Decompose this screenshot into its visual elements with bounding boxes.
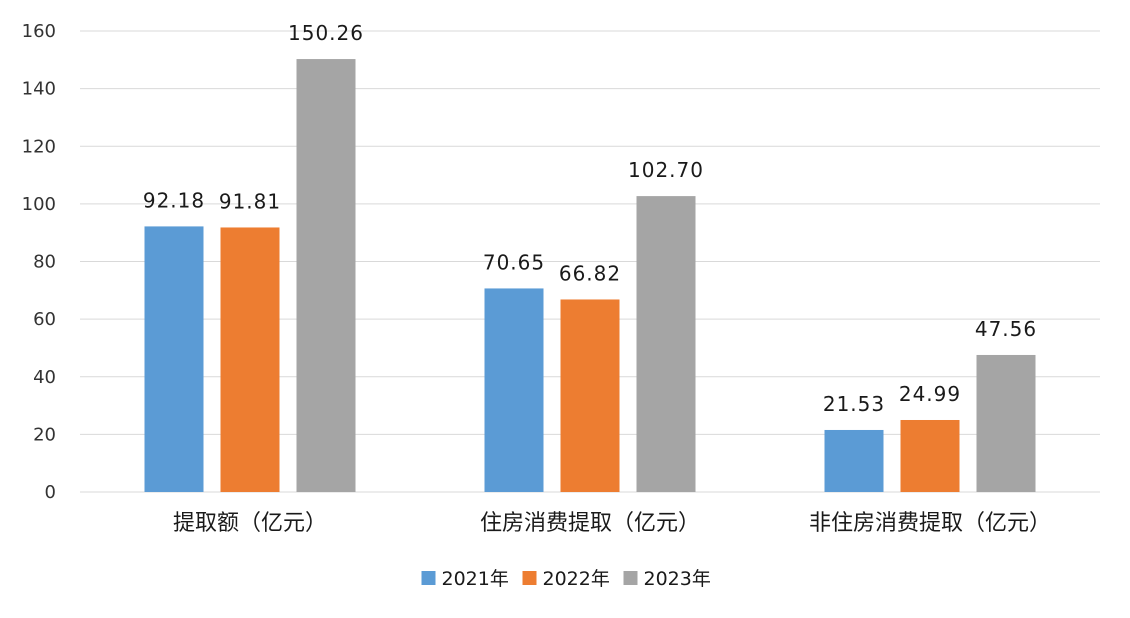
bar (636, 196, 696, 492)
bar (144, 226, 204, 492)
legend-label: 2021年 (442, 568, 509, 590)
legend-swatch (522, 571, 537, 585)
data-label: 21.53 (823, 392, 885, 416)
y-tick-label: 120 (22, 136, 56, 157)
data-labels: 92.18 91.81 150.26 70.65 66.82 102.70 21.53 24.… (143, 21, 1037, 416)
data-label: 92.18 (143, 188, 205, 212)
data-label: 91.81 (219, 189, 281, 213)
category-label: 非住房消费提取（亿元） (809, 511, 1051, 536)
data-label: 24.99 (899, 382, 961, 406)
data-label: 150.26 (288, 21, 364, 45)
legend-swatch (421, 571, 436, 585)
bar (560, 299, 620, 492)
y-tick-label: 20 (33, 424, 56, 445)
bar (220, 227, 280, 492)
bar (976, 354, 1036, 492)
data-label: 47.56 (975, 317, 1037, 341)
legend-swatch (623, 571, 638, 585)
bars (144, 59, 1036, 492)
bar (484, 288, 544, 492)
bar (900, 419, 960, 492)
bar (824, 429, 884, 492)
legend: 2021年 2022年 2023年 (421, 568, 711, 590)
y-tick-label: 140 (22, 79, 56, 100)
category-label: 住房消费提取（亿元） (480, 511, 700, 536)
data-label: 102.70 (628, 158, 704, 182)
category-label: 提取额（亿元） (173, 511, 327, 536)
data-label: 70.65 (483, 250, 545, 274)
y-tick-label: 80 (33, 252, 56, 273)
y-tick-label: 0 (45, 482, 56, 503)
y-tick-label: 100 (22, 194, 56, 215)
bar (296, 59, 356, 492)
legend-label: 2023年 (644, 568, 711, 590)
data-label: 66.82 (559, 261, 621, 285)
y-tick-label: 160 (22, 21, 56, 42)
x-axis: 提取额（亿元） 住房消费提取（亿元） 非住房消费提取（亿元） (173, 511, 1051, 536)
y-axis: 0 20 40 60 80 100 120 140 160 (22, 21, 56, 503)
y-tick-label: 60 (33, 309, 56, 330)
legend-label: 2022年 (543, 568, 610, 590)
y-tick-label: 40 (33, 367, 56, 388)
